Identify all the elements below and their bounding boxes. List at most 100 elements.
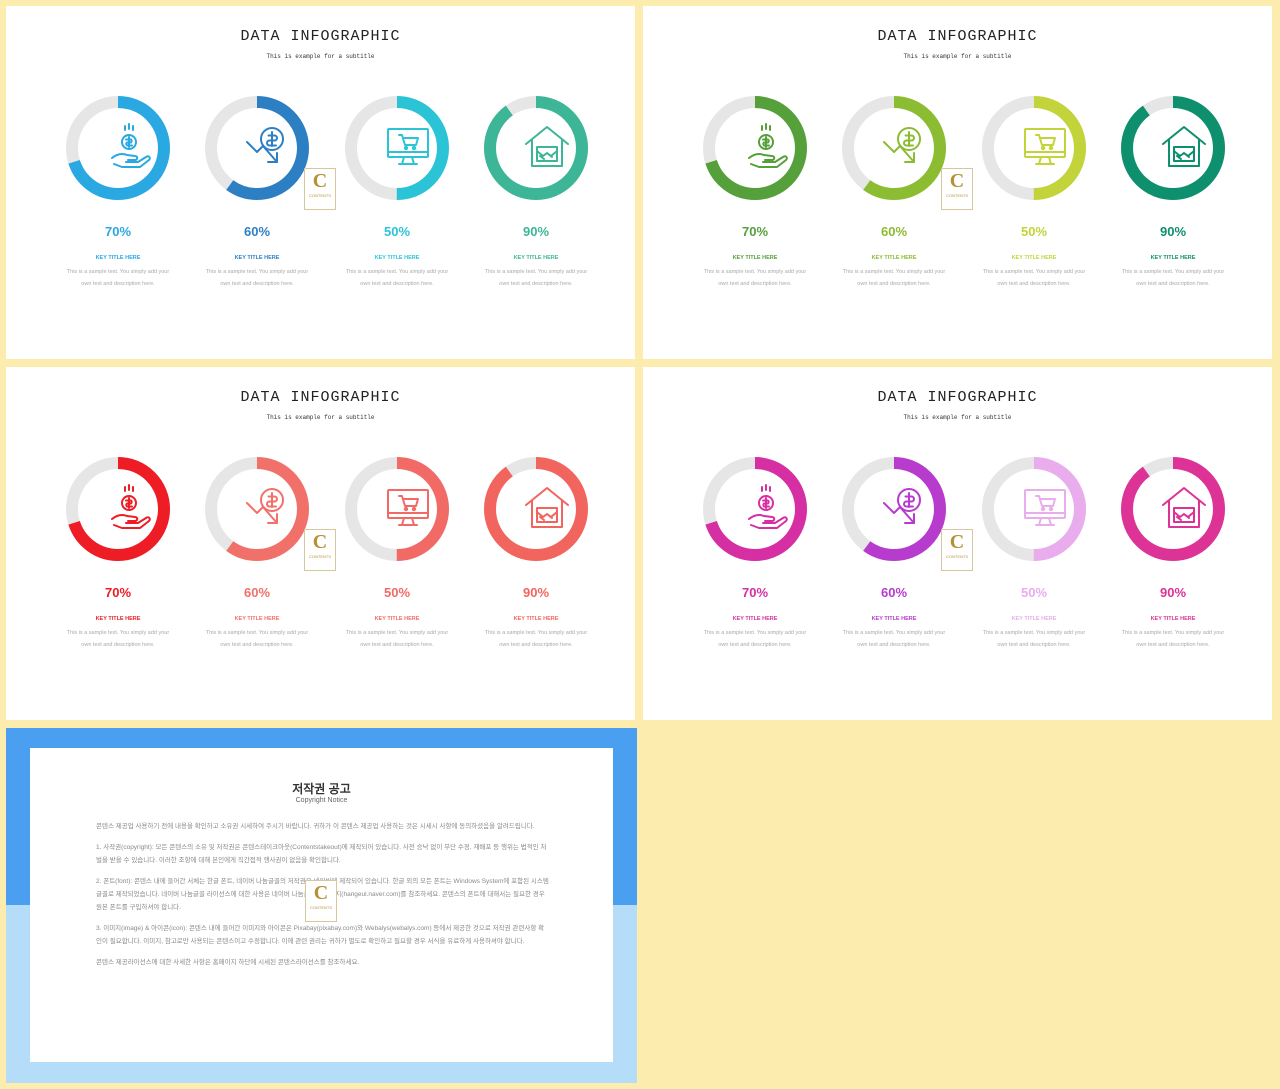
data-item: 70% KEY TITLE HERE This is a sample text. … bbox=[53, 94, 183, 294]
percent-value: 50% bbox=[383, 224, 411, 239]
key-title: KEY TITLE HERE bbox=[95, 616, 141, 622]
slide-subtitle: This is example for a subtitle bbox=[266, 53, 375, 60]
key-title: KEY TITLE HERE bbox=[871, 616, 917, 622]
percentage-ring bbox=[482, 455, 590, 563]
description-line: This is a sample text. You simply add yo… bbox=[66, 269, 170, 275]
description-line: own text and description here. bbox=[360, 642, 434, 648]
description-line: own text and description here. bbox=[81, 281, 155, 287]
key-title: KEY TITLE HERE bbox=[234, 255, 280, 261]
house-handshake-icon bbox=[1159, 122, 1209, 172]
percent-value: 60% bbox=[243, 585, 271, 600]
data-item: 50% KEY TITLE HERE This is a sample text. … bbox=[332, 455, 462, 655]
key-title: KEY TITLE HERE bbox=[871, 255, 917, 261]
notice-paragraph: 1. 사작권(copyright): 모든 콘텐스의 소유 및 저작권은 콘텐스… bbox=[96, 844, 547, 864]
hand-coin-icon bbox=[741, 483, 791, 533]
ring-progress bbox=[842, 457, 946, 561]
watermark-text: CONTENTS bbox=[309, 554, 331, 559]
watermark-text: CONTENTS bbox=[946, 554, 968, 559]
description-line: This is a sample text. You simply add yo… bbox=[982, 630, 1086, 636]
description-line: This is a sample text. You simply add yo… bbox=[205, 269, 309, 275]
ring-progress bbox=[982, 457, 1086, 561]
description-line: own text and description here. bbox=[220, 281, 294, 287]
description-line: This is a sample text. You simply add yo… bbox=[1121, 269, 1225, 275]
monitor-cart-icon bbox=[383, 483, 433, 533]
percentage-ring bbox=[701, 94, 809, 202]
key-title: KEY TITLE HERE bbox=[1011, 616, 1057, 622]
data-item: 50% KEY TITLE HERE This is a sample text. … bbox=[969, 94, 1099, 294]
data-item: 90% KEY TITLE HERE This is a sample text. … bbox=[1108, 94, 1238, 294]
slide-title: DATA INFOGRAPHIC bbox=[240, 28, 401, 45]
description-line: own text and description here. bbox=[997, 642, 1071, 648]
percent-value: 70% bbox=[741, 585, 769, 600]
watermark-logo: C CONTENTS bbox=[304, 529, 336, 571]
ring-progress bbox=[205, 457, 309, 561]
description-line: This is a sample text. You simply add yo… bbox=[484, 630, 588, 636]
data-item: 90% KEY TITLE HERE This is a sample text. … bbox=[1108, 455, 1238, 655]
key-title: KEY TITLE HERE bbox=[732, 616, 778, 622]
data-item: 70% KEY TITLE HERE This is a sample text. … bbox=[690, 455, 820, 655]
item-description: This is a sample text. You simply add yo… bbox=[332, 266, 462, 290]
description-line: own text and description here. bbox=[1136, 281, 1210, 287]
watermark-letter: C bbox=[312, 170, 328, 192]
ring-progress bbox=[484, 96, 588, 200]
item-description: This is a sample text. You simply add yo… bbox=[53, 627, 183, 651]
notice-paragraph: 콘텐스 제공업 사용하기 전에 내용을 확인하고 소유권 시세하여 주시기 바랍… bbox=[96, 823, 535, 830]
data-item: 50% KEY TITLE HERE This is a sample text. … bbox=[332, 94, 462, 294]
dollar-down-icon bbox=[880, 122, 930, 172]
key-title: KEY TITLE HERE bbox=[374, 616, 420, 622]
description-line: own text and description here. bbox=[499, 642, 573, 648]
percent-value: 50% bbox=[1020, 585, 1048, 600]
slide-subtitle: This is example for a subtitle bbox=[266, 414, 375, 421]
item-description: This is a sample text. You simply add yo… bbox=[969, 266, 1099, 290]
slide-title: DATA INFOGRAPHIC bbox=[240, 389, 401, 406]
percentage-ring bbox=[203, 94, 311, 202]
data-item: 70% KEY TITLE HERE This is a sample text. … bbox=[53, 455, 183, 655]
infographic-slide: DATA INFOGRAPHIC This is example for a su… bbox=[643, 6, 1272, 359]
slide-title: DATA INFOGRAPHIC bbox=[877, 28, 1038, 45]
hand-coin-icon bbox=[104, 483, 154, 533]
ring-progress bbox=[703, 457, 807, 561]
data-item: 60% KEY TITLE HERE This is a sample text. … bbox=[192, 455, 322, 655]
description-line: This is a sample text. You simply add yo… bbox=[842, 269, 946, 275]
key-title: KEY TITLE HERE bbox=[95, 255, 141, 261]
hand-coin-icon bbox=[104, 122, 154, 172]
house-handshake-icon bbox=[522, 122, 572, 172]
monitor-cart-icon bbox=[1020, 122, 1070, 172]
percent-value: 70% bbox=[104, 224, 132, 239]
ring-progress bbox=[66, 457, 170, 561]
ring-progress bbox=[66, 96, 170, 200]
percent-value: 90% bbox=[1159, 224, 1187, 239]
percentage-ring bbox=[343, 94, 451, 202]
notice-subtitle: Copyright Notice bbox=[295, 797, 348, 804]
monitor-cart-icon bbox=[383, 122, 433, 172]
ring-progress bbox=[1121, 457, 1225, 561]
percent-value: 70% bbox=[104, 585, 132, 600]
item-description: This is a sample text. You simply add yo… bbox=[192, 266, 322, 290]
description-line: own text and description here. bbox=[220, 642, 294, 648]
ring-progress bbox=[345, 96, 449, 200]
percentage-ring bbox=[980, 455, 1088, 563]
watermark-text: CONTENTS bbox=[309, 193, 331, 198]
slide-subtitle: This is example for a subtitle bbox=[903, 414, 1012, 421]
description-line: own text and description here. bbox=[718, 281, 792, 287]
watermark-letter: C bbox=[312, 531, 328, 553]
data-item: 70% KEY TITLE HERE This is a sample text. … bbox=[690, 94, 820, 294]
percentage-ring bbox=[701, 455, 809, 563]
data-item: 60% KEY TITLE HERE This is a sample text. … bbox=[192, 94, 322, 294]
copyright-notice-slide: 저작권 공고 Copyright Notice 콘텐스 제공업 사용하기 전에 … bbox=[6, 728, 637, 1083]
description-line: This is a sample text. You simply add yo… bbox=[205, 630, 309, 636]
ring-progress bbox=[982, 96, 1086, 200]
data-item: 90% KEY TITLE HERE This is a sample text. … bbox=[471, 455, 601, 655]
description-line: This is a sample text. You simply add yo… bbox=[345, 269, 449, 275]
notice-title: 저작권 공고 bbox=[292, 782, 351, 796]
ring-progress bbox=[484, 457, 588, 561]
item-description: This is a sample text. You simply add yo… bbox=[471, 627, 601, 651]
percent-value: 70% bbox=[741, 224, 769, 239]
notice-paragraph: 3. 이미지(image) & 아이콘(icon): 콘텐스 내에 들어간 이미… bbox=[96, 925, 545, 945]
ring-progress bbox=[205, 96, 309, 200]
percentage-ring bbox=[840, 455, 948, 563]
data-item: 50% KEY TITLE HERE This is a sample text. … bbox=[969, 455, 1099, 655]
item-description: This is a sample text. You simply add yo… bbox=[690, 627, 820, 651]
data-item: 60% KEY TITLE HERE This is a sample text. … bbox=[829, 94, 959, 294]
data-item: 90% KEY TITLE HERE This is a sample text. … bbox=[471, 94, 601, 294]
